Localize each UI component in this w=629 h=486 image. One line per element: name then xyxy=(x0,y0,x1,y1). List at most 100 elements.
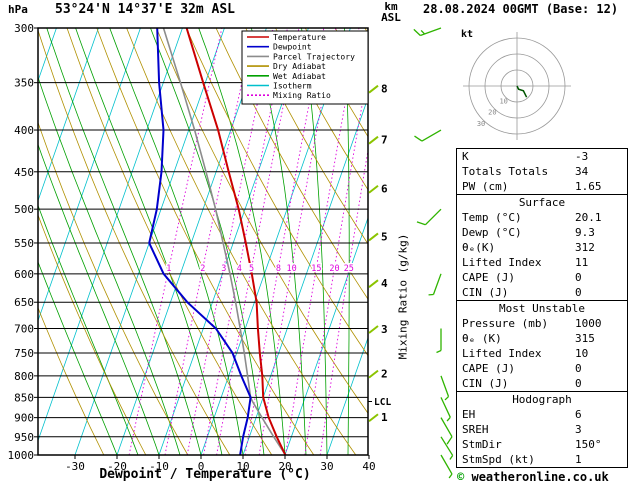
panel-row-value: 20.1 xyxy=(575,211,602,224)
panel-row-label: Temp (°C) xyxy=(462,211,522,224)
dry-adiabat-line xyxy=(215,28,368,300)
panel-row: θₑ(K) 312 xyxy=(457,240,627,255)
mixing-ratio-axis-title: Mixing Ratio (g/kg) xyxy=(396,233,410,360)
dry-adiabat-line xyxy=(38,306,105,455)
station-title: 53°24'N 14°37'E 32m ASL xyxy=(55,2,236,17)
panel-row: SREH 3 xyxy=(457,422,627,437)
panel-row-value: 0 xyxy=(575,286,582,299)
km-tick xyxy=(368,413,379,423)
temperature-curve xyxy=(185,28,287,455)
legend-item-label: Mixing Ratio xyxy=(273,91,331,100)
panel-row-value: 312 xyxy=(575,241,595,254)
panel-section-header: Hodograph xyxy=(457,391,627,407)
temp-tick-label: -20 xyxy=(107,460,127,473)
panel-row-label: SREH xyxy=(462,423,489,436)
panel-row-value: 1000 xyxy=(575,317,602,330)
legend-item-label: Wet Adiabat xyxy=(273,72,326,81)
panel-row-value: 0 xyxy=(575,362,582,375)
skewt-chart-svg: 1 2 3 4 5 8 10 15 20 2530035040045050055060065070… xyxy=(8,22,454,479)
panel-row: K -3 xyxy=(457,149,627,164)
pressure-unit-label: hPa xyxy=(8,3,28,16)
panel-row: Lifted Index 11 xyxy=(457,255,627,270)
panel-row-value: 9.3 xyxy=(575,226,595,239)
km-tick xyxy=(368,325,379,334)
pressure-tick-label: 300 xyxy=(14,22,34,35)
hodograph-ring xyxy=(500,69,534,103)
mixing-ratio-value-label: 4 xyxy=(237,264,242,274)
hodograph-ring xyxy=(468,37,566,135)
temp-tick-label: 20 xyxy=(278,460,291,473)
wind-barb xyxy=(440,454,453,479)
km-tick-label: 6 xyxy=(381,183,388,196)
panel-row: CAPE (J) 0 xyxy=(457,361,627,376)
km-tick xyxy=(368,369,379,379)
panel-row-label: StmDir xyxy=(462,438,502,451)
panel-row: EH 6 xyxy=(457,407,627,422)
panel-row-label: Lifted Index xyxy=(462,256,542,269)
mixing-ratio-line xyxy=(319,147,368,455)
km-tick xyxy=(368,84,379,94)
panel-row-value: 0 xyxy=(575,271,582,284)
parcel-curve xyxy=(162,28,287,455)
panel-row-label: EH xyxy=(462,408,476,421)
datetime-label: 28.08.2024 00GMT (Base: 12) xyxy=(423,2,619,16)
panel-row-value: 11 xyxy=(575,256,589,269)
km-tick xyxy=(368,184,379,194)
km-tick-label: 5 xyxy=(381,230,388,243)
wind-barb xyxy=(440,436,454,460)
temp-tick-label: -10 xyxy=(149,460,169,473)
wind-barb xyxy=(416,208,442,226)
lcl-label: LCL xyxy=(374,397,391,408)
panel-row-value: 10 xyxy=(575,347,589,360)
legend-item-label: Parcel Trajectory xyxy=(273,52,355,61)
panel-section-header: Surface xyxy=(457,194,627,210)
pressure-tick-label: 550 xyxy=(14,237,34,250)
pressure-tick-label: 700 xyxy=(14,323,34,336)
panel-row-label: Totals Totals xyxy=(462,165,549,178)
pressure-tick-label: 750 xyxy=(14,347,34,360)
isotherm-line xyxy=(284,216,368,455)
asl-unit-label: ASL xyxy=(381,11,401,24)
panel-row-label: CAPE (J) xyxy=(462,362,515,375)
temp-tick-label: 0 xyxy=(198,460,205,473)
panel-row: CIN (J) 0 xyxy=(457,285,627,300)
altitude-axis-unit: km ASL xyxy=(374,1,408,23)
panel-row-value: 6 xyxy=(575,408,582,421)
mixing-ratio-line xyxy=(203,28,288,455)
indices-table: K -3 Totals Totals 34 PW (cm) 1.65 Surface Temp… xyxy=(456,148,628,468)
hodograph-ring-label: 20 xyxy=(488,109,496,117)
hodograph-ring xyxy=(484,53,550,119)
temp-tick-label: 40 xyxy=(362,460,375,473)
km-tick xyxy=(368,232,379,242)
footer-credit: © weatheronline.co.uk xyxy=(457,470,609,484)
panel-row-label: θₑ (K) xyxy=(462,332,502,345)
panel-row: CAPE (J) 0 xyxy=(457,270,627,285)
mixing-ratio-line xyxy=(216,28,300,455)
km-tick-label: 4 xyxy=(381,277,388,290)
wet-adiabat-line xyxy=(38,75,181,455)
km-tick-label: 7 xyxy=(381,134,388,147)
wet-adiabat-line xyxy=(38,143,160,455)
pressure-tick-label: 1000 xyxy=(8,449,35,462)
pressure-tick-label: 350 xyxy=(14,77,34,90)
mixing-ratio-value-label: 8 xyxy=(276,264,281,274)
panel-row-label: Lifted Index xyxy=(462,347,542,360)
panel-row-label: CAPE (J) xyxy=(462,271,515,284)
km-tick xyxy=(368,279,379,288)
temp-tick-label: -30 xyxy=(65,460,85,473)
panel-row-value: 34 xyxy=(575,165,589,178)
isotherm-line xyxy=(38,28,99,202)
panel-section-header: Most Unstable xyxy=(457,300,627,316)
wet-adiabat-line xyxy=(198,28,286,455)
mixing-ratio-value-label: 20 xyxy=(329,264,339,274)
panel-row-label: θₑ(K) xyxy=(462,241,496,254)
dry-adiabat-line xyxy=(245,28,368,245)
isotherm-line xyxy=(326,336,368,455)
wind-barb xyxy=(436,328,442,354)
panel-row: Temp (°C) 20.1 xyxy=(457,210,627,225)
mixing-ratio-value-label: 3 xyxy=(221,264,226,274)
panel-row-value: 3 xyxy=(575,423,582,436)
panel-row-label: CIN (J) xyxy=(462,286,509,299)
